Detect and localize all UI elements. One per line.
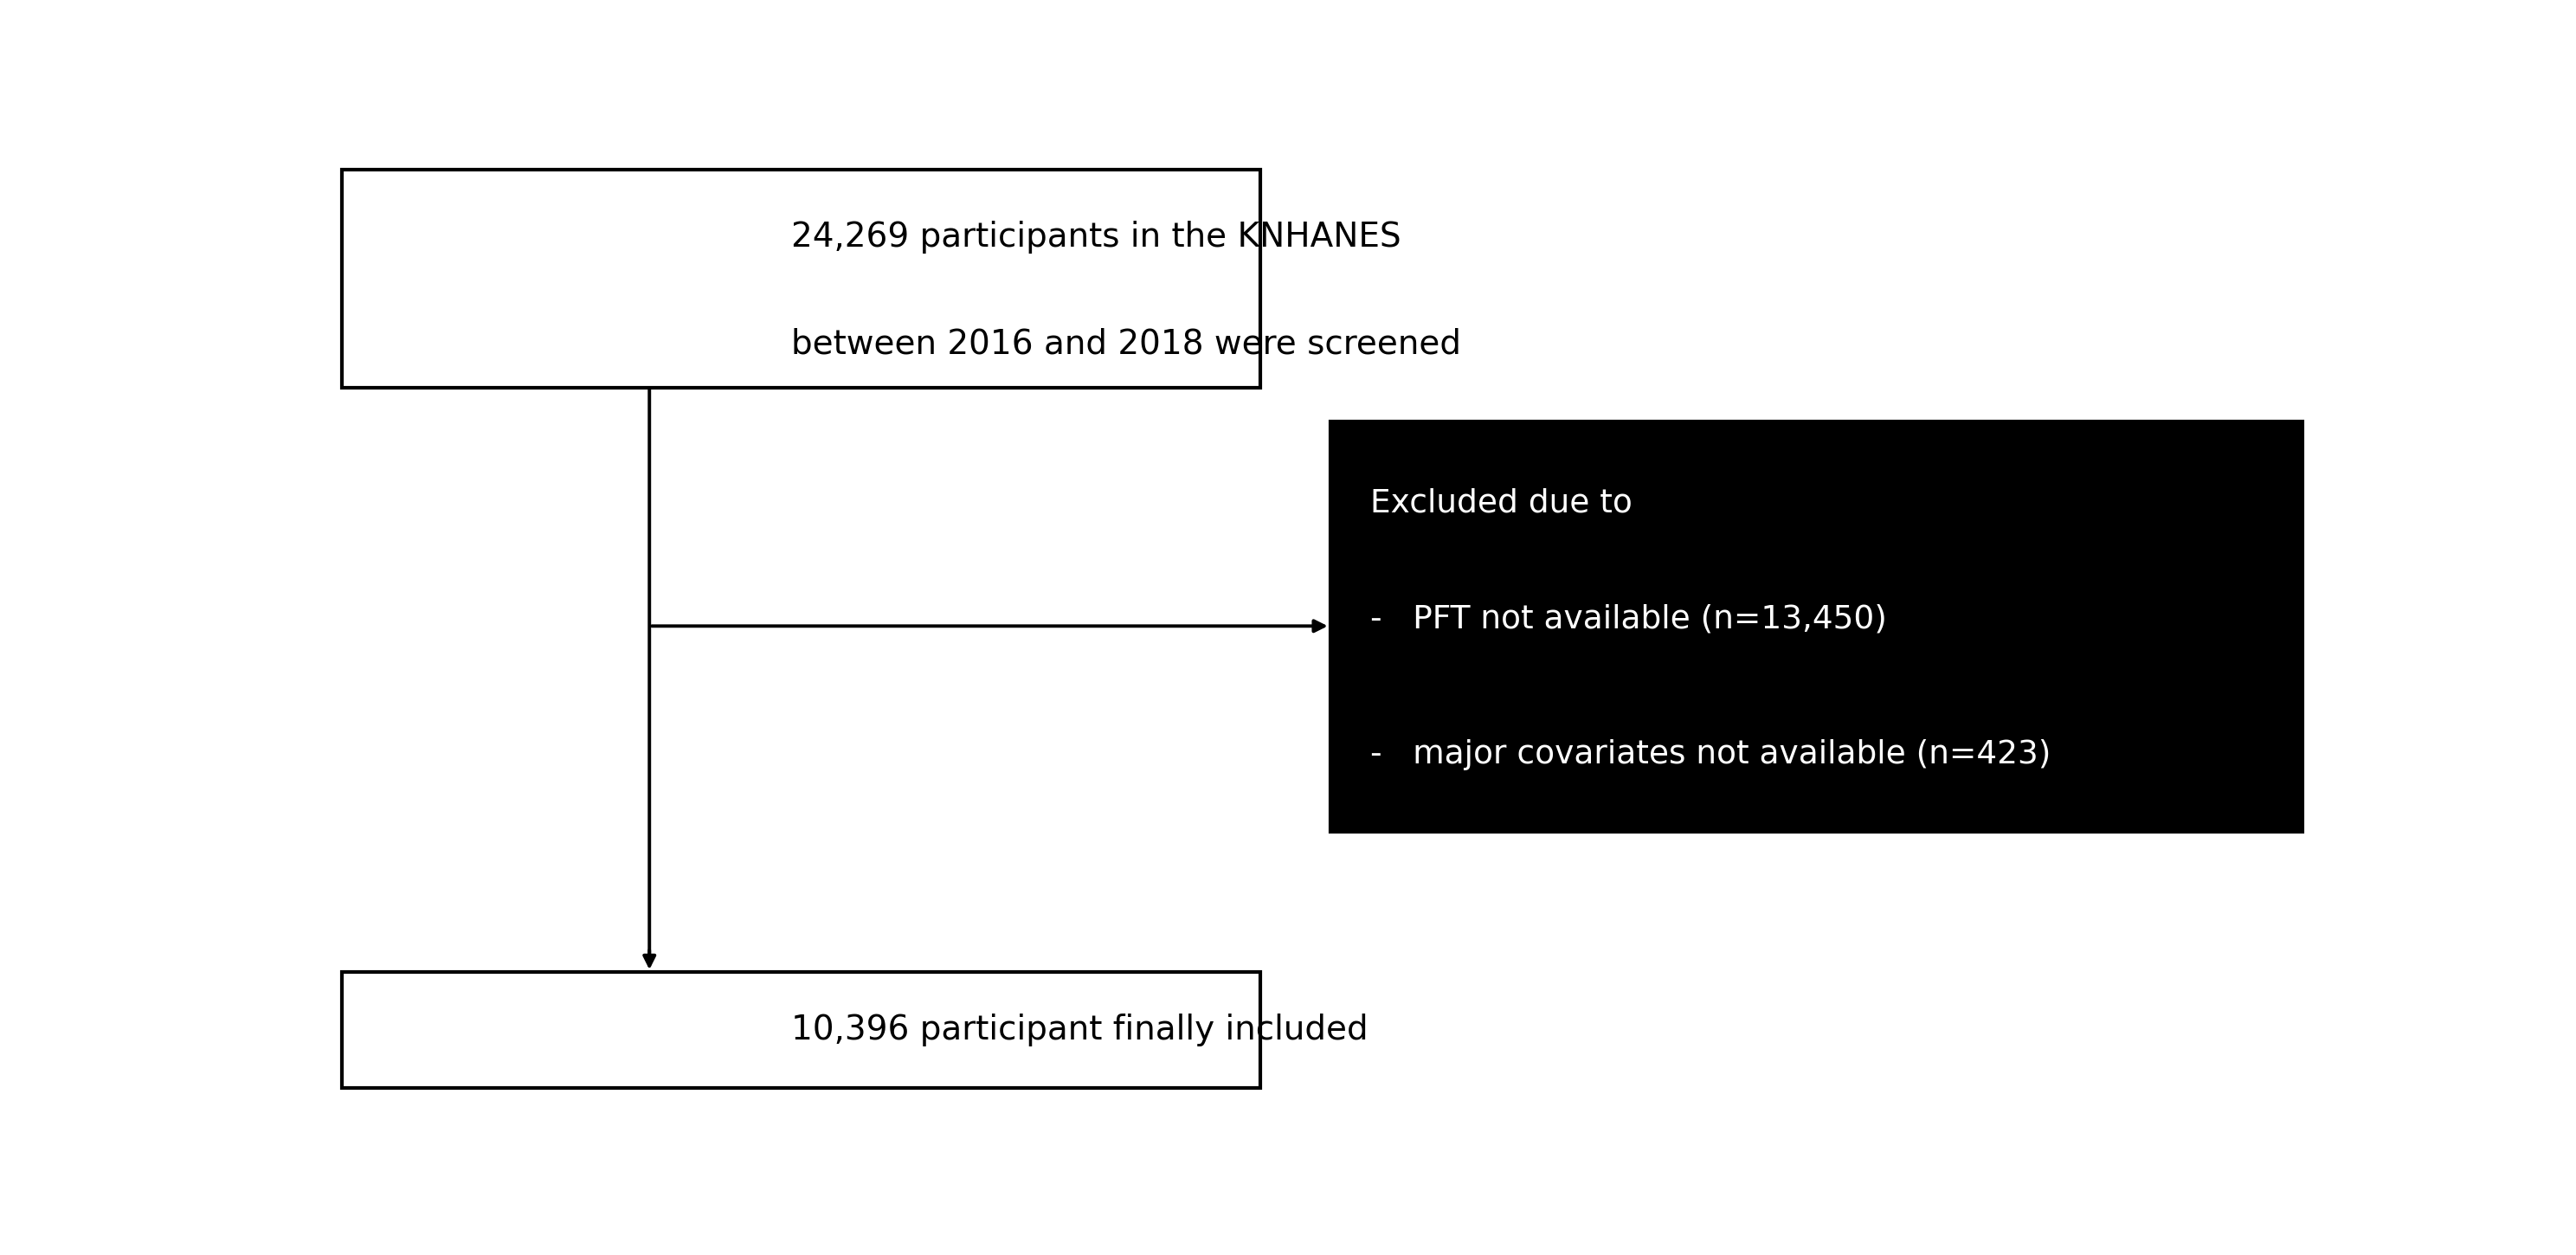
Text: 10,396 participant finally included: 10,396 participant finally included bbox=[791, 1014, 1368, 1047]
Text: -   PFT not available (n=13,450): - PFT not available (n=13,450) bbox=[1370, 604, 1886, 635]
FancyBboxPatch shape bbox=[1329, 422, 2303, 832]
Text: 24,269 participants in the KNHANES: 24,269 participants in the KNHANES bbox=[791, 221, 1401, 254]
FancyBboxPatch shape bbox=[343, 169, 1260, 388]
Text: between 2016 and 2018 were screened: between 2016 and 2018 were screened bbox=[791, 328, 1461, 360]
FancyBboxPatch shape bbox=[343, 973, 1260, 1088]
Text: -   major covariates not available (n=423): - major covariates not available (n=423) bbox=[1370, 739, 2050, 771]
Text: Excluded due to: Excluded due to bbox=[1370, 488, 1633, 518]
